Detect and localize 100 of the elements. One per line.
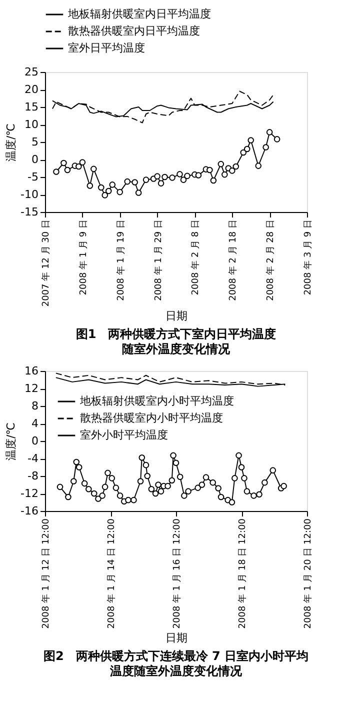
point bbox=[81, 480, 88, 487]
point bbox=[244, 146, 250, 152]
point bbox=[210, 479, 216, 486]
point bbox=[56, 484, 64, 490]
point bbox=[210, 177, 217, 184]
point bbox=[138, 454, 146, 461]
point bbox=[266, 129, 273, 136]
point bbox=[228, 499, 236, 506]
point bbox=[256, 491, 262, 498]
y-tick-label: -10 bbox=[20, 188, 38, 201]
x-tick-label: 2008 年 2 月 8 日 bbox=[190, 220, 202, 296]
point bbox=[76, 464, 82, 470]
point bbox=[105, 188, 112, 194]
x-tick-label: 2008 年 1 月 14 日 12:00 bbox=[106, 518, 117, 629]
point bbox=[194, 484, 201, 491]
point bbox=[98, 184, 104, 191]
y-tick-label: 0 bbox=[32, 434, 38, 448]
point bbox=[195, 172, 202, 178]
point bbox=[172, 460, 180, 466]
point bbox=[280, 482, 287, 490]
point bbox=[86, 182, 94, 189]
point bbox=[181, 492, 188, 499]
point bbox=[109, 182, 116, 188]
line-series bbox=[52, 90, 274, 124]
point bbox=[65, 494, 72, 500]
y-tick-label: 16 bbox=[24, 364, 38, 378]
point bbox=[125, 496, 132, 504]
legend-label: 地板辐射供暖室内日平均温度 bbox=[67, 8, 211, 20]
point bbox=[218, 160, 224, 168]
point bbox=[255, 162, 262, 169]
text: 随室外温度变化情况 bbox=[122, 342, 231, 356]
point bbox=[95, 496, 102, 502]
point bbox=[142, 462, 150, 468]
y-axis-title: 温度/℃ bbox=[4, 422, 18, 461]
point bbox=[274, 136, 280, 142]
point bbox=[154, 173, 160, 180]
x-tick-label: 2008 年 1 月 16 日 12:00 bbox=[172, 518, 182, 629]
point bbox=[232, 163, 240, 170]
x-tick-label: 2007 年 12 月 30 日 bbox=[40, 220, 52, 307]
point bbox=[218, 494, 224, 500]
y-tick-label: -8 bbox=[28, 470, 38, 482]
legend-label: 室外日平均温度 bbox=[68, 42, 145, 54]
y-tick-label: 8 bbox=[32, 400, 38, 412]
point bbox=[164, 482, 171, 490]
point bbox=[148, 486, 155, 492]
point bbox=[185, 488, 192, 494]
point bbox=[102, 484, 108, 490]
point bbox=[198, 482, 206, 488]
point bbox=[168, 477, 176, 484]
x-tick-label: 2008 年 2 月 18 日 bbox=[228, 220, 239, 301]
point bbox=[86, 486, 92, 492]
point bbox=[79, 159, 86, 166]
point bbox=[262, 144, 269, 150]
point bbox=[158, 488, 164, 494]
x-axis-title: 日期 bbox=[166, 310, 188, 323]
point bbox=[170, 452, 176, 459]
text: 图2 两种供暖方式下连续最冷 7 日室内小时平均 bbox=[43, 649, 309, 664]
legend-label: 散热器供暖室内日平均温度 bbox=[68, 24, 200, 38]
point bbox=[124, 178, 130, 185]
point bbox=[270, 467, 276, 474]
point bbox=[142, 176, 150, 183]
point bbox=[238, 464, 245, 470]
point bbox=[135, 190, 142, 196]
point bbox=[236, 452, 242, 459]
point bbox=[228, 168, 236, 174]
text: 温度随室外温度变化情况 bbox=[109, 664, 243, 678]
point bbox=[162, 174, 168, 180]
y-tick-label: -5 bbox=[28, 170, 38, 184]
point bbox=[155, 482, 162, 488]
point bbox=[53, 168, 60, 175]
point bbox=[108, 475, 116, 482]
legend-label: 散热器供暖室内小时平均温度 bbox=[80, 412, 223, 424]
y-tick-label: 4 bbox=[32, 417, 38, 430]
y-tick-label: 25 bbox=[24, 66, 38, 78]
point bbox=[73, 458, 80, 466]
point bbox=[76, 163, 82, 170]
point bbox=[90, 166, 97, 172]
point bbox=[248, 137, 254, 144]
y-tick-label: 10 bbox=[24, 118, 38, 131]
x-tick-label: 2008 年 1 月 20 日 12:00 bbox=[302, 518, 314, 629]
legend-label: 地板辐射供暖室内小时平均温度 bbox=[79, 394, 234, 408]
y-tick-label: -15 bbox=[20, 206, 38, 218]
y-tick-label: 15 bbox=[24, 100, 38, 114]
point bbox=[222, 171, 228, 178]
point bbox=[99, 492, 106, 499]
y-tick-label: 12 bbox=[24, 382, 38, 395]
x-tick-label: 2008 年 1 月 29 日 bbox=[152, 220, 164, 301]
point bbox=[70, 478, 77, 484]
x-tick-label: 2008 年 1 月 9 日 bbox=[78, 220, 89, 296]
y-tick-label: 0 bbox=[32, 153, 38, 166]
text: 图1 两种供暖方式下室内日平均温度 bbox=[76, 327, 276, 342]
point bbox=[202, 474, 210, 480]
x-tick-label: 2008 年 3 月 9 日 bbox=[302, 220, 314, 296]
point bbox=[116, 188, 124, 196]
point bbox=[60, 160, 67, 166]
point bbox=[250, 492, 257, 499]
point bbox=[130, 496, 137, 504]
point bbox=[102, 192, 108, 198]
point bbox=[90, 490, 98, 497]
point bbox=[244, 488, 250, 494]
